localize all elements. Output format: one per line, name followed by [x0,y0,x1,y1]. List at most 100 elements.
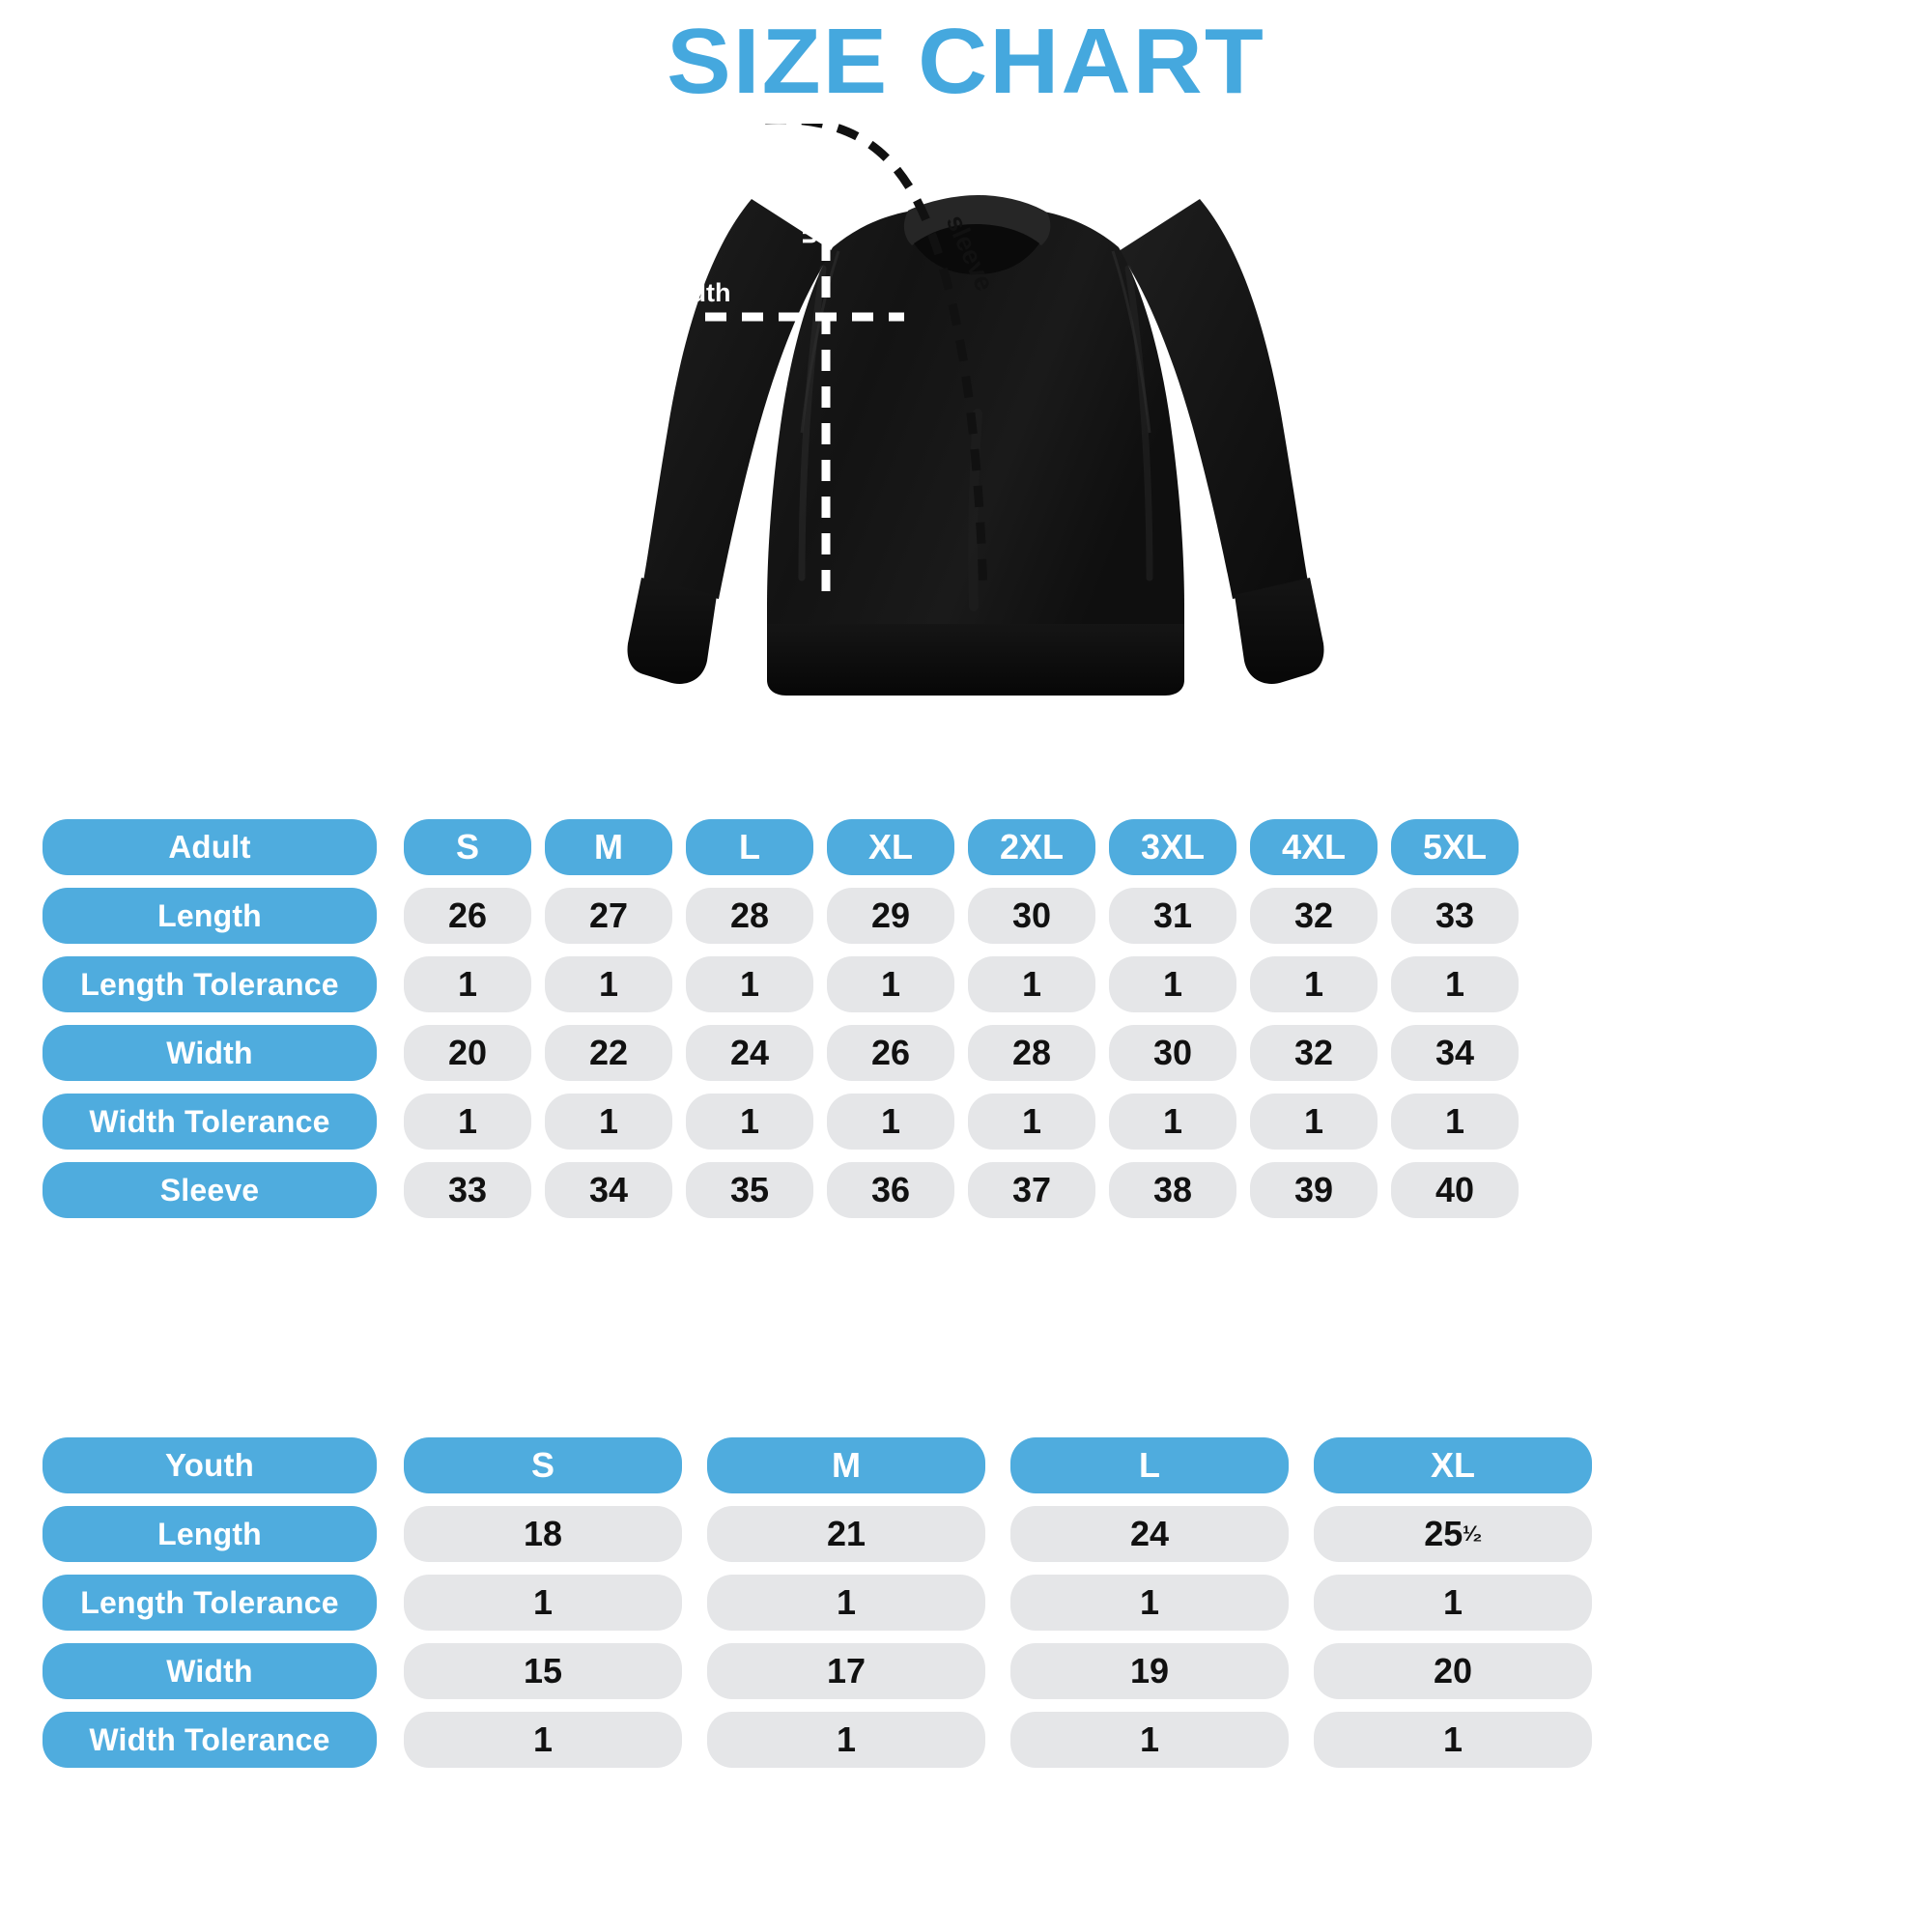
youth-length-xl: 25 ¹⁄₂ [1314,1506,1592,1562]
youth-width-s: 15 [404,1643,682,1699]
garment-illustration [618,124,1333,800]
neck-rib [903,195,1051,245]
youth-length-tol-m: 1 [707,1575,985,1631]
adult-width-tol-3xl: 1 [1109,1094,1236,1150]
youth-length-m: 21 [707,1506,985,1562]
youth-width-m: 17 [707,1643,985,1699]
adult-row-sleeve: Sleeve 33 34 35 36 37 38 39 40 [43,1162,1519,1218]
adult-sleeve-m: 34 [545,1162,672,1218]
youth-col-header-m: M [707,1437,985,1493]
youth-width-tol-l: 1 [1010,1712,1289,1768]
fold-shade-right [1124,265,1153,582]
adult-row-length-tolerance: Length Tolerance 1 1 1 1 1 1 1 1 [43,956,1519,1012]
left-cuff [627,578,717,684]
youth-length-tol-s: 1 [404,1575,682,1631]
youth-col-header-s: S [404,1437,682,1493]
youth-size-table: Youth S M L XL Length 18 21 24 25 ¹⁄₂ Len… [43,1437,1592,1768]
youth-row-label-width: Width [43,1643,377,1699]
adult-col-header-5xl: 5XL [1391,819,1519,875]
adult-sleeve-3xl: 38 [1109,1162,1236,1218]
adult-length-tol-2xl: 1 [968,956,1095,1012]
sweatshirt-svg [627,124,1324,696]
adult-row-width-tolerance: Width Tolerance 1 1 1 1 1 1 1 1 [43,1094,1519,1150]
adult-header-row: Adult S M L XL 2XL 3XL 4XL 5XL [43,819,1519,875]
youth-row-label-length-tolerance: Length Tolerance [43,1575,377,1631]
adult-width-5xl: 34 [1391,1025,1519,1081]
adult-size-table: Adult S M L XL 2XL 3XL 4XL 5XL Length 26… [43,819,1519,1218]
youth-col-header-l: L [1010,1437,1289,1493]
adult-col-header-4xl: 4XL [1250,819,1378,875]
youth-length-tol-l: 1 [1010,1575,1289,1631]
youth-length-l: 24 [1010,1506,1289,1562]
adult-length-4xl: 32 [1250,888,1378,944]
adult-length-tol-4xl: 1 [1250,956,1378,1012]
right-shoulder-seam [1111,250,1151,434]
youth-row-length-tolerance: Length Tolerance 1 1 1 1 [43,1575,1592,1631]
length-measure-label: length [797,166,826,244]
adult-width-xl: 26 [827,1025,954,1081]
sleeve-guide-dashed-curve [765,124,988,594]
adult-length-tol-l: 1 [686,956,813,1012]
youth-width-l: 19 [1010,1643,1289,1699]
youth-col-header-xl: XL [1314,1437,1592,1493]
adult-row-label-sleeve: Sleeve [43,1162,377,1218]
youth-header-row: Youth S M L XL [43,1437,1592,1493]
adult-width-tol-s: 1 [404,1094,531,1150]
adult-length-2xl: 30 [968,888,1095,944]
right-sleeve [1119,199,1308,599]
adult-width-tol-l: 1 [686,1094,813,1150]
adult-sleeve-2xl: 37 [968,1162,1095,1218]
youth-row-label-width-tolerance: Width Tolerance [43,1712,377,1768]
youth-width-tol-s: 1 [404,1712,682,1768]
youth-row-width-tolerance: Width Tolerance 1 1 1 1 [43,1712,1592,1768]
neck-opening [914,224,1039,274]
adult-width-s: 20 [404,1025,531,1081]
adult-col-header-3xl: 3XL [1109,819,1236,875]
adult-width-m: 22 [545,1025,672,1081]
fold-shade-left [798,265,827,582]
youth-row-length: Length 18 21 24 25 ¹⁄₂ [43,1506,1592,1562]
adult-sleeve-xl: 36 [827,1162,954,1218]
adult-col-header-xl: XL [827,819,954,875]
youth-length-tol-xl: 1 [1314,1575,1592,1631]
adult-sleeve-l: 35 [686,1162,813,1218]
adult-row-length: Length 26 27 28 29 30 31 32 33 [43,888,1519,944]
adult-length-s: 26 [404,888,531,944]
adult-length-tol-5xl: 1 [1391,956,1519,1012]
adult-col-header-m: M [545,819,672,875]
adult-length-tol-3xl: 1 [1109,956,1236,1012]
adult-row-label-width-tolerance: Width Tolerance [43,1094,377,1150]
adult-length-tol-m: 1 [545,956,672,1012]
adult-corner-label: Adult [43,819,377,875]
adult-length-l: 28 [686,888,813,944]
left-shoulder-seam [800,250,840,434]
youth-row-label-length: Length [43,1506,377,1562]
adult-row-label-length-tolerance: Length Tolerance [43,956,377,1012]
adult-length-5xl: 33 [1391,888,1519,944]
page-title: SIZE CHART [667,10,1265,113]
youth-width-tol-xl: 1 [1314,1712,1592,1768]
adult-width-tol-5xl: 1 [1391,1094,1519,1150]
fold-shade-center [968,409,982,611]
youth-width-tol-m: 1 [707,1712,985,1768]
right-cuff [1235,578,1324,684]
adult-width-tol-xl: 1 [827,1094,954,1150]
adult-length-xl: 29 [827,888,954,944]
adult-row-width: Width 20 22 24 26 28 30 32 34 [43,1025,1519,1081]
youth-row-width: Width 15 17 19 20 [43,1643,1592,1699]
adult-length-m: 27 [545,888,672,944]
adult-width-2xl: 28 [968,1025,1095,1081]
adult-sleeve-4xl: 39 [1250,1162,1378,1218]
adult-width-tol-m: 1 [545,1094,672,1150]
adult-width-4xl: 32 [1250,1025,1378,1081]
adult-width-l: 24 [686,1025,813,1081]
adult-width-tol-2xl: 1 [968,1094,1095,1150]
youth-width-xl: 20 [1314,1643,1592,1699]
adult-row-label-length: Length [43,888,377,944]
adult-col-header-s: S [404,819,531,875]
youth-corner-label: Youth [43,1437,377,1493]
left-sleeve [643,199,833,599]
adult-length-tol-s: 1 [404,956,531,1012]
adult-length-tol-xl: 1 [827,956,954,1012]
adult-col-header-2xl: 2XL [968,819,1095,875]
